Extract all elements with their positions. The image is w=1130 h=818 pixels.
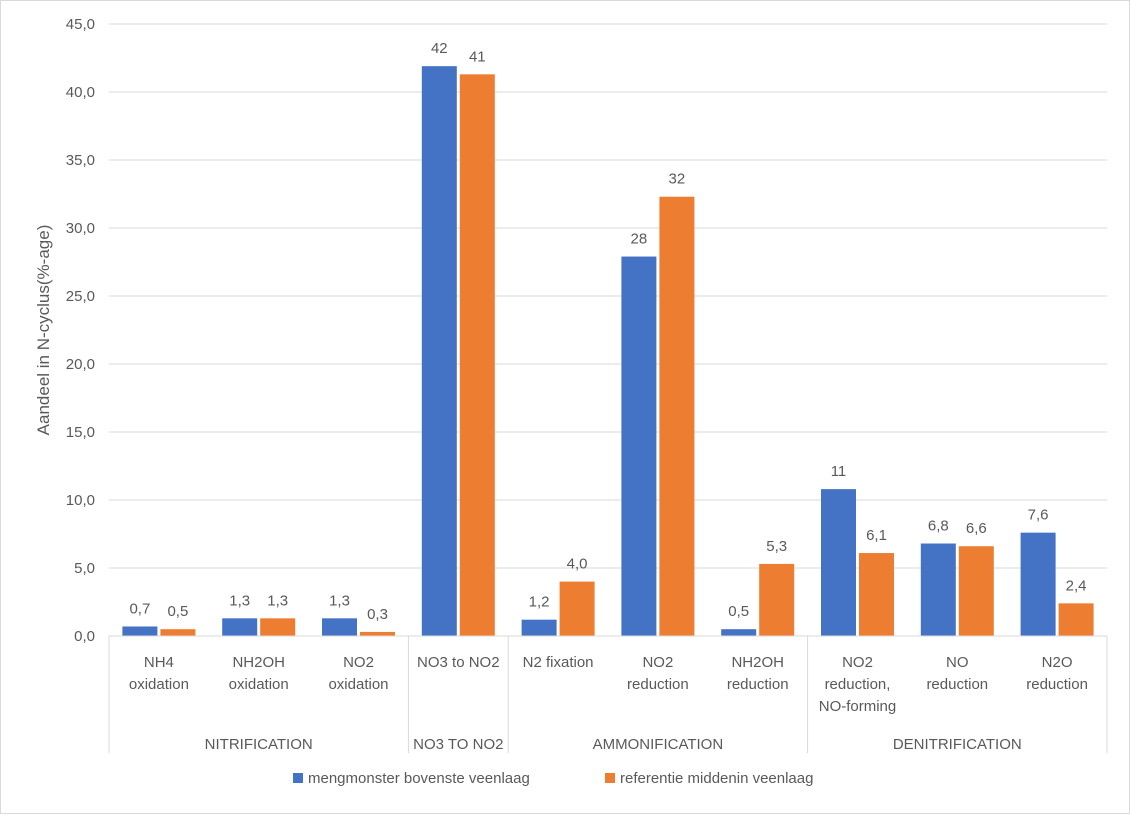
y-tick-label: 20,0 — [66, 356, 95, 373]
data-label: 11 — [831, 463, 847, 480]
y-tick-label: 45,0 — [66, 16, 95, 33]
data-label: 0,5 — [167, 603, 188, 620]
bar — [859, 553, 894, 636]
category-label: NH2OH — [731, 654, 784, 671]
category-label: NO — [946, 654, 969, 671]
bar — [958, 546, 994, 636]
y-tick-label: 35,0 — [66, 152, 95, 169]
category-label: reduction, — [825, 676, 891, 693]
legend-swatch — [293, 773, 303, 783]
category-label: reduction — [926, 676, 988, 693]
y-tick-label: 10,0 — [66, 492, 95, 509]
data-label: 7,6 — [1028, 507, 1049, 524]
category-label: oxidation — [129, 676, 189, 693]
bar — [821, 489, 856, 636]
data-label: 6,6 — [966, 520, 987, 537]
bar — [659, 196, 695, 636]
data-label: 5,3 — [766, 538, 787, 555]
bar — [920, 543, 956, 636]
data-label: 2,4 — [1066, 577, 1087, 594]
bar — [421, 66, 457, 636]
category-label: reduction — [1026, 676, 1088, 693]
y-axis-title: Aandeel in N-cyclus(%-age) — [34, 225, 53, 436]
data-label: 1,2 — [529, 594, 550, 611]
category-label: NH4 — [144, 654, 174, 671]
data-label: 28 — [631, 231, 648, 248]
bar — [360, 631, 395, 636]
category-label: N2O — [1042, 654, 1073, 671]
data-label: 4,0 — [567, 556, 588, 573]
bar — [521, 619, 557, 636]
category-label: NH2OH — [232, 654, 285, 671]
y-tick-label: 25,0 — [66, 288, 95, 305]
y-tick-label: 30,0 — [66, 220, 95, 237]
bar — [559, 581, 595, 636]
data-label: 1,3 — [267, 592, 288, 609]
group-label: AMMONIFICATION — [593, 736, 724, 753]
bar — [621, 256, 657, 636]
data-label: 0,5 — [728, 603, 749, 620]
data-label: 1,3 — [329, 592, 350, 609]
data-label: 0,7 — [129, 600, 150, 617]
bar — [322, 618, 357, 636]
bar — [222, 618, 258, 636]
bar — [1020, 532, 1056, 636]
category-label: reduction — [627, 676, 689, 693]
bar — [160, 629, 196, 636]
bar — [260, 618, 296, 636]
legend-swatch — [605, 773, 615, 783]
data-label: 1,3 — [229, 592, 250, 609]
bar — [122, 626, 158, 636]
group-label: NITRIFICATION — [205, 736, 313, 753]
bar — [759, 563, 795, 636]
category-label: oxidation — [229, 676, 289, 693]
y-tick-label: 0,0 — [74, 628, 95, 645]
data-label: 0,3 — [367, 606, 388, 623]
data-label: 6,1 — [866, 527, 887, 544]
data-label: 6,8 — [928, 518, 949, 535]
category-label: NO3 to NO2 — [417, 654, 500, 671]
category-label: N2 fixation — [523, 654, 594, 671]
bar — [721, 629, 757, 636]
bar — [459, 74, 495, 636]
legend-label: referentie middenin veenlaag — [620, 770, 813, 787]
data-label: 42 — [431, 40, 448, 57]
group-label: NO3 TO NO2 — [413, 736, 503, 753]
category-label: NO2 — [642, 654, 673, 671]
category-label: reduction — [727, 676, 789, 693]
category-label: NO2 — [842, 654, 873, 671]
category-label: oxidation — [328, 676, 388, 693]
bar — [1058, 603, 1094, 636]
data-label: 41 — [469, 48, 486, 65]
group-label: DENITRIFICATION — [893, 736, 1022, 753]
category-label: NO-forming — [819, 698, 897, 715]
legend-label: mengmonster bovenste veenlaag — [308, 770, 530, 787]
y-tick-label: 15,0 — [66, 424, 95, 441]
category-label: NO2 — [343, 654, 374, 671]
y-tick-label: 5,0 — [74, 560, 95, 577]
y-tick-label: 40,0 — [66, 84, 95, 101]
data-label: 32 — [669, 171, 686, 188]
